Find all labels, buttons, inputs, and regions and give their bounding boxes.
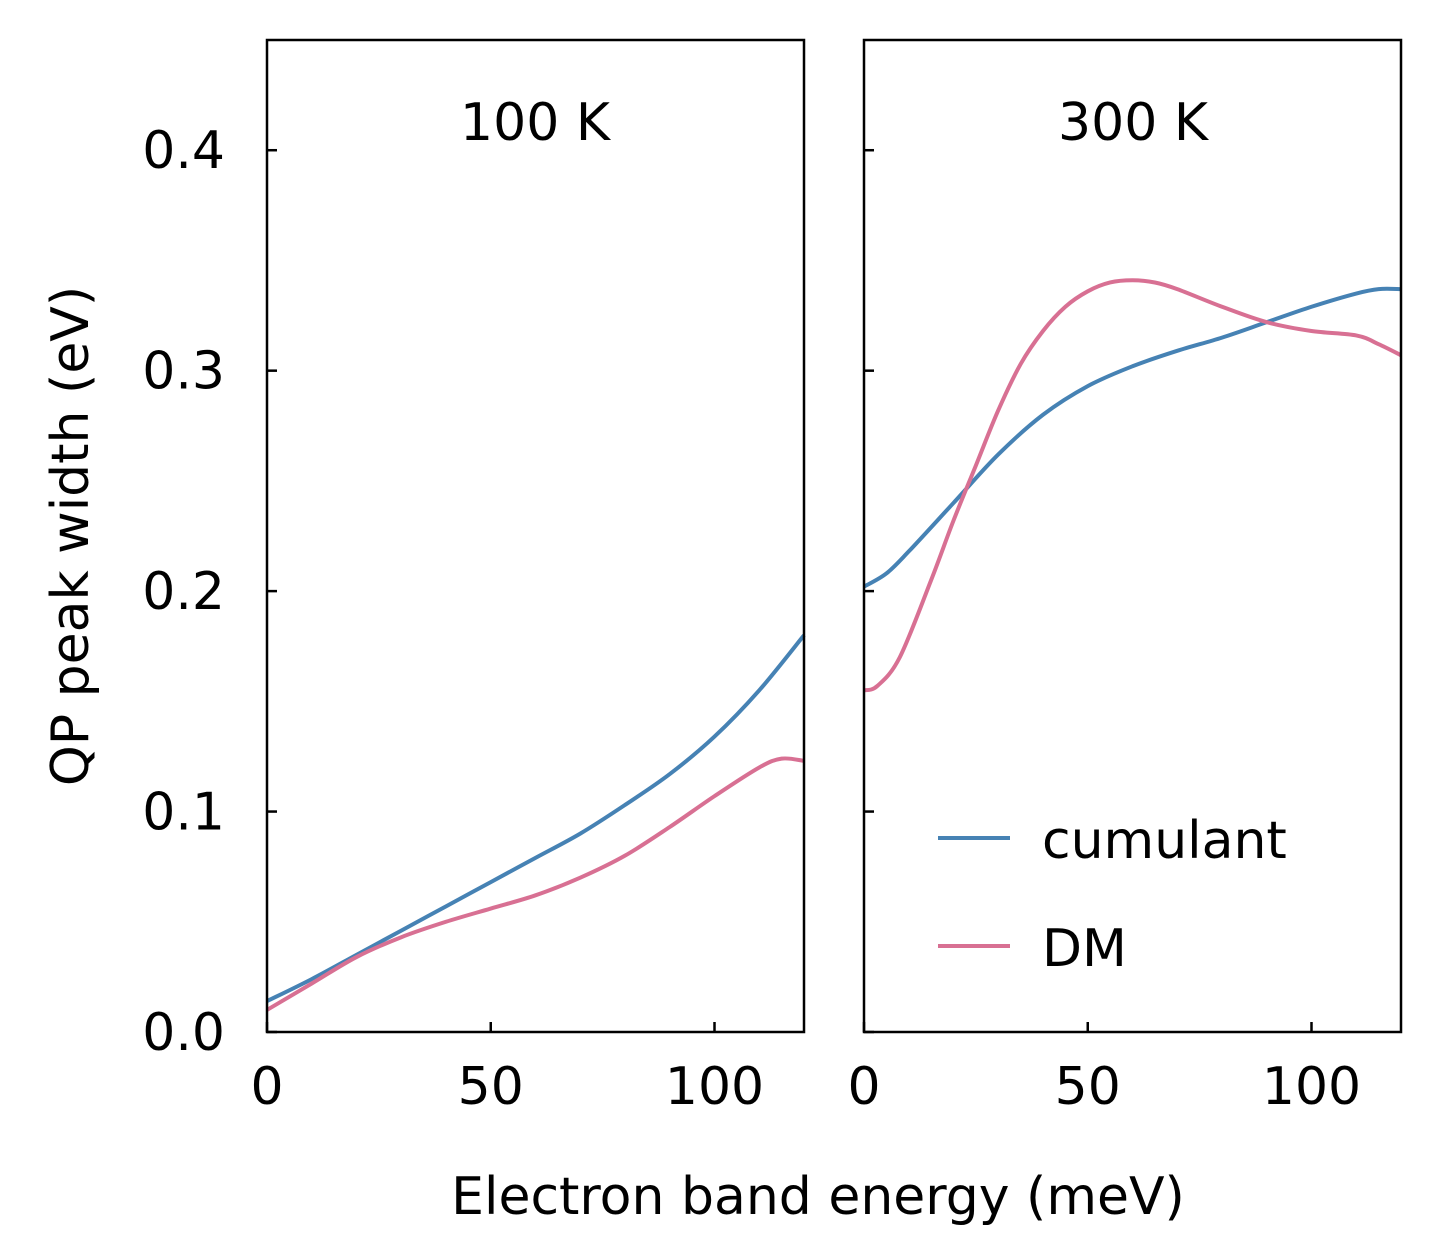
y-tick-label: 0.4 (142, 121, 225, 181)
series-line-cumulant (266, 633, 806, 1003)
y-axis-title: QP peak width (eV) (41, 286, 101, 786)
x-tick-label: 50 (1055, 1057, 1121, 1117)
panel-label: 300 K (1058, 93, 1210, 153)
panel-100k: 0 50 100 0.0 0.1 0.2 0.3 0.4 100 K (142, 38, 806, 1117)
x-axis-title: Electron band energy (meV) (451, 1167, 1185, 1227)
x-tick-label: 50 (458, 1057, 524, 1117)
x-tick-label: 100 (1262, 1057, 1361, 1117)
series-line-cumulant (862, 286, 1402, 589)
series-line-dm (265, 756, 805, 1012)
axes-frame (265, 38, 806, 1034)
x-tick-label: 100 (665, 1057, 764, 1117)
y-tick-label: 0.2 (142, 562, 225, 622)
x-tick-label: 0 (847, 1057, 880, 1117)
x-tick-label: 0 (250, 1057, 283, 1117)
series-line-dm (863, 278, 1402, 693)
legend-label-cumulant: cumulant (1042, 811, 1287, 871)
y-tick-label: 0.1 (142, 783, 225, 843)
panel-300k: 0 50 100 300 K cumulant DM (847, 38, 1403, 1117)
y-tick-label: 0.3 (142, 342, 225, 402)
legend: cumulant DM (938, 811, 1287, 979)
panel-label: 100 K (460, 93, 612, 153)
y-tick-label: 0.0 (142, 1003, 225, 1063)
legend-label-dm: DM (1042, 919, 1127, 979)
axes-frame (862, 38, 1403, 1034)
